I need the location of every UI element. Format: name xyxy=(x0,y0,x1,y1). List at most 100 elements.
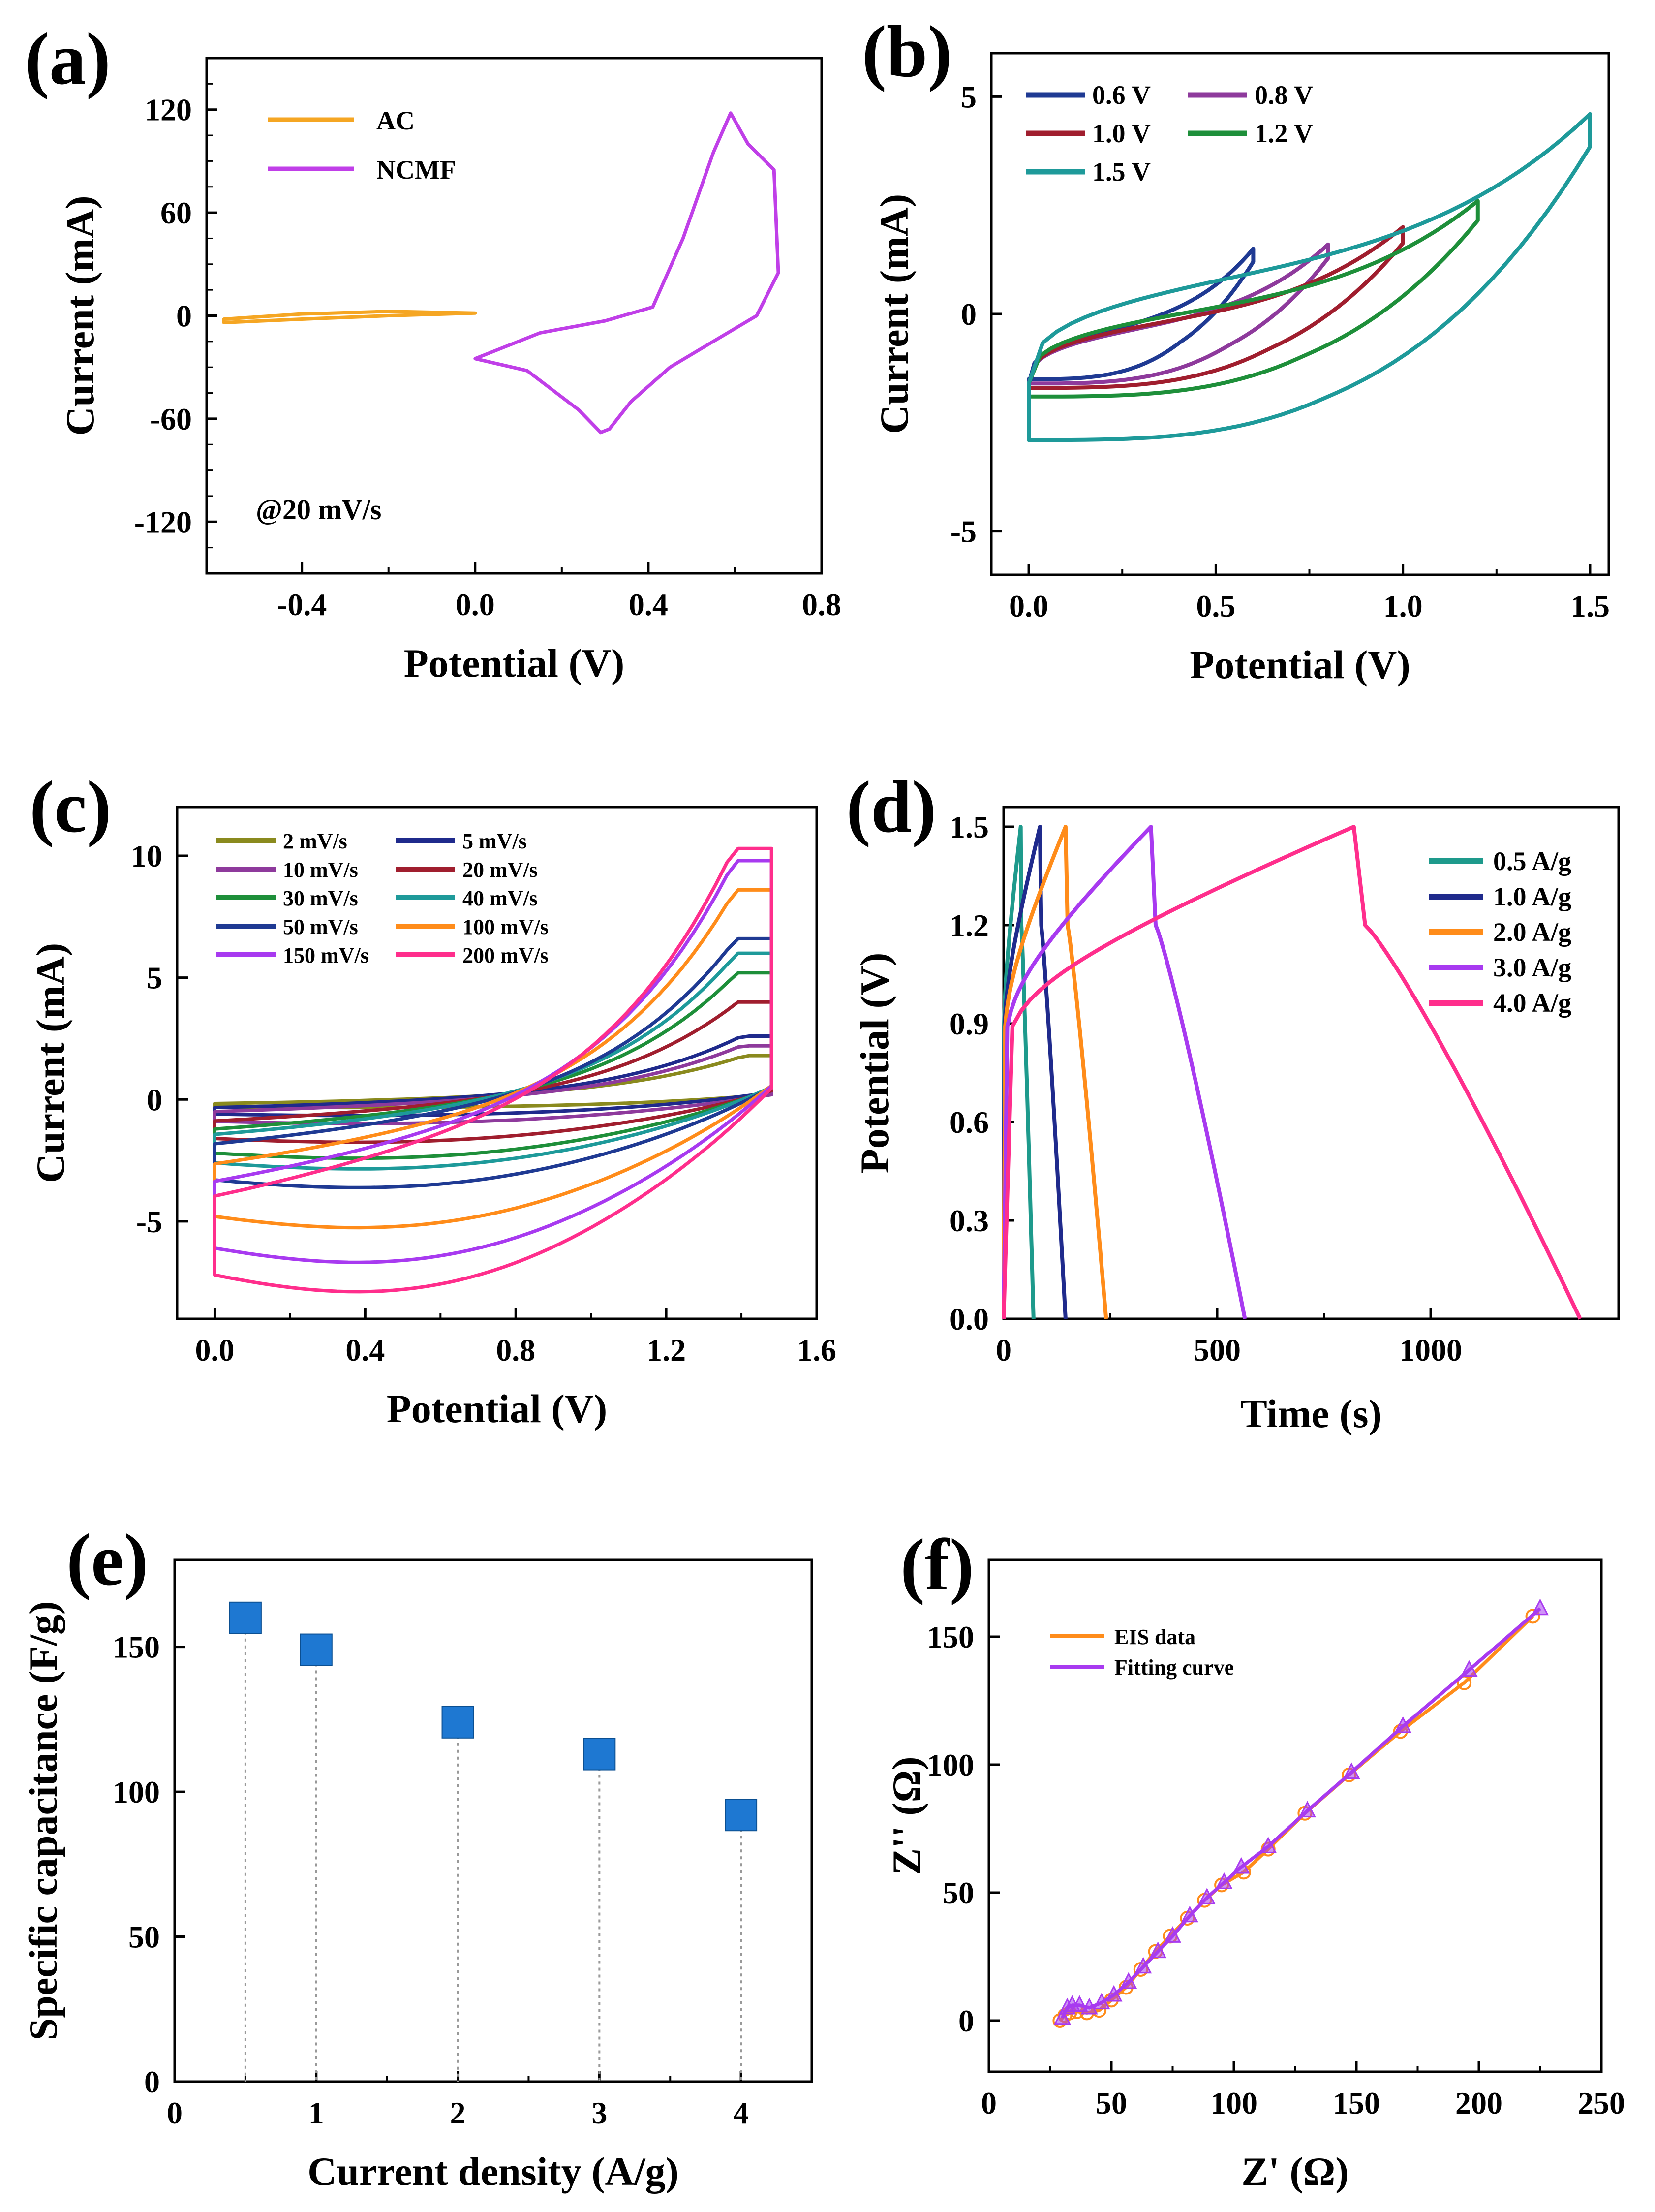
x-tick-label: 1.5 xyxy=(1570,589,1610,623)
y-tick-label: 50 xyxy=(128,1920,160,1955)
panel-label: (d) xyxy=(846,766,936,848)
x-tick-label: 0 xyxy=(981,2086,997,2120)
y-tick-label: -5 xyxy=(136,1204,162,1239)
fit-marker xyxy=(1232,1857,1250,1874)
x-tick-label: 150 xyxy=(1333,2086,1380,2120)
panel-e: 0 1 2 3 4 0 50 100 150 Current density (A/g) Speci… xyxy=(21,1519,813,2194)
legend-label: 40 mV/s xyxy=(462,886,538,910)
legend-label: 30 mV/s xyxy=(283,886,358,910)
y-tick-label: 0.0 xyxy=(950,1302,989,1337)
x-tick-label: 1000 xyxy=(1399,1333,1462,1368)
x-tick-label: 0.0 xyxy=(1009,589,1048,623)
fit-marker xyxy=(1105,1985,1123,2002)
series-line-1-0-V xyxy=(1027,225,1405,390)
capacitance-point xyxy=(441,1706,474,1739)
legend-label: 2.0 A/g xyxy=(1493,917,1571,947)
x-axis-title: Potential (V) xyxy=(1190,642,1410,687)
series-line-5-mV-s xyxy=(213,1034,773,1118)
series-line-4-0-A-g xyxy=(1002,825,1582,1320)
legend-label: 1.5 V xyxy=(1092,157,1151,187)
x-axis-title: Potential (V) xyxy=(404,641,625,685)
y-tick-label: 0 xyxy=(961,297,977,332)
y-tick-label: 10 xyxy=(131,839,162,873)
legend-label: 1.2 V xyxy=(1255,119,1313,148)
plot-frame xyxy=(176,806,818,1320)
y-tick-label: -120 xyxy=(134,504,192,539)
y-axis-title: Current (mA) xyxy=(872,194,917,434)
x-tick-label: 1.0 xyxy=(1383,589,1423,623)
y-tick-label: -60 xyxy=(150,402,192,436)
y-tick-label: 120 xyxy=(145,93,192,127)
y-axis-title: Specific capacitance (F/g) xyxy=(21,1601,65,2041)
fit-marker xyxy=(1120,1972,1137,1989)
legend-label: 0.6 V xyxy=(1092,80,1151,110)
x-tick-label: 0.8 xyxy=(802,587,841,622)
legend-label: EIS data xyxy=(1114,1625,1195,1649)
y-tick-label: 100 xyxy=(113,1775,160,1809)
x-axis-title: Current density (A/g) xyxy=(307,2149,679,2194)
panel-label: (a) xyxy=(25,18,111,100)
y-tick-label: 0.3 xyxy=(950,1203,989,1238)
x-tick-label: 200 xyxy=(1455,2086,1502,2120)
series-line-1-0-A-g xyxy=(1002,825,1068,1319)
y-tick-label: 150 xyxy=(113,1630,160,1665)
y-tick-label: 100 xyxy=(927,1747,974,1782)
x-tick-label: 4 xyxy=(733,2095,749,2130)
x-axis-title: Time (s) xyxy=(1240,1391,1382,1436)
y-tick-label: 0.9 xyxy=(950,1006,989,1041)
panel-label: (b) xyxy=(862,11,952,93)
x-tick-label: 0.4 xyxy=(345,1333,385,1368)
y-tick-label: 0 xyxy=(144,2064,160,2099)
eis-marker xyxy=(1525,1609,1540,1624)
fit-marker xyxy=(1071,1995,1088,2012)
series-line-1-2-V xyxy=(1027,199,1480,399)
series-line-0-5-A-g xyxy=(1002,825,1036,1319)
capacitance-point xyxy=(300,1633,333,1666)
y-tick-label: 1.2 xyxy=(950,908,989,943)
x-tick-label: 0.4 xyxy=(629,587,668,622)
fit-marker xyxy=(1343,1762,1360,1779)
legend-label: 200 mV/s xyxy=(462,943,549,967)
x-tick-label: 0.0 xyxy=(456,587,495,622)
x-tick-label: 1.6 xyxy=(797,1333,836,1368)
x-tick-label: -0.4 xyxy=(277,587,327,622)
legend-label: 5 mV/s xyxy=(462,829,527,853)
x-tick-label: 1.2 xyxy=(646,1333,686,1368)
series-line-2-0-A-g xyxy=(1002,825,1108,1319)
fit-marker xyxy=(1394,1716,1412,1733)
y-tick-label: 5 xyxy=(961,79,977,114)
y-axis-title: Z'' (Ω) xyxy=(884,1756,929,1875)
fit-marker xyxy=(1259,1837,1277,1853)
legend-label: 4.0 A/g xyxy=(1493,988,1571,1018)
x-tick-label: 3 xyxy=(591,2095,607,2130)
legend-label: 0.8 V xyxy=(1255,80,1313,110)
x-tick-label: 0.5 xyxy=(1196,589,1235,623)
x-tick-label: 0.0 xyxy=(195,1333,234,1368)
fit-marker xyxy=(1053,2008,1071,2025)
panel-label: (f) xyxy=(900,1524,974,1606)
x-axis-title: Z' (Ω) xyxy=(1241,2149,1349,2194)
fit-marker xyxy=(1093,1993,1110,2010)
fit-marker xyxy=(1181,1905,1198,1923)
x-tick-label: 2 xyxy=(450,2095,466,2130)
y-tick-label: 60 xyxy=(160,195,192,230)
fit-marker xyxy=(1149,1941,1167,1959)
x-tick-label: 50 xyxy=(1096,2086,1127,2120)
legend-label: 10 mV/s xyxy=(283,858,358,882)
fit-marker xyxy=(1298,1801,1316,1818)
y-axis-title: Current (mA) xyxy=(28,943,73,1183)
series-line-1-5-V xyxy=(1027,112,1592,442)
legend-label: 100 mV/s xyxy=(462,915,549,939)
fit-marker xyxy=(1164,1926,1181,1943)
fit-marker xyxy=(1215,1872,1233,1889)
y-tick-label: 50 xyxy=(943,1875,974,1910)
legend-label: 2 mV/s xyxy=(283,829,347,853)
legend-label: 1.0 A/g xyxy=(1493,882,1571,911)
legend-label: AC xyxy=(376,106,415,135)
fit-marker xyxy=(1532,1598,1549,1616)
x-axis-title: Potential (V) xyxy=(387,1386,608,1431)
y-axis-title: Current (mA) xyxy=(58,195,102,436)
x-tick-label: 1 xyxy=(308,2095,324,2130)
legend-label: 1.0 V xyxy=(1092,119,1151,148)
series-line-10-mV-s xyxy=(213,1044,773,1125)
